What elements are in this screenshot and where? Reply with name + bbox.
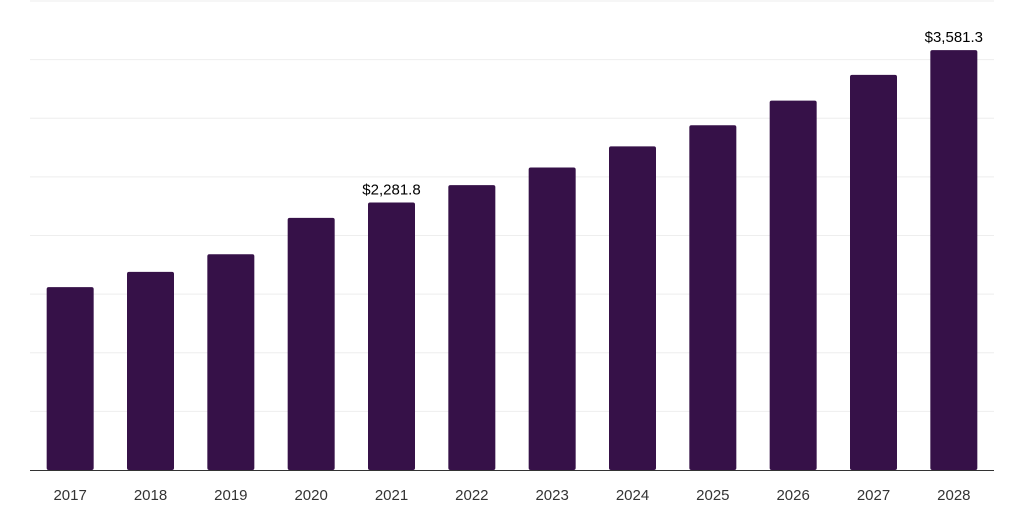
data-label-2021: $2,281.8 xyxy=(362,181,420,198)
x-tick-label: 2024 xyxy=(616,487,649,504)
bar-2018 xyxy=(127,271,174,470)
x-tick-labels: 2017 2018 2019 2020 2021 2022 2023 2024 2025 2026… xyxy=(53,487,970,504)
x-tick-label: 2023 xyxy=(535,487,568,504)
bar-2024 xyxy=(609,146,656,470)
x-tick-label: 2017 xyxy=(53,487,86,504)
gridlines xyxy=(30,0,994,412)
data-label-2028: $3,581.3 xyxy=(925,29,983,46)
data-labels: $2,281.8 $3,581.3 xyxy=(362,29,983,198)
bar-2017 xyxy=(46,287,94,470)
bar-2028 xyxy=(930,50,978,470)
bar-2020 xyxy=(287,217,335,470)
bar-2023 xyxy=(528,167,576,470)
x-tick-label: 2026 xyxy=(776,487,809,504)
x-tick-label: 2027 xyxy=(857,487,890,504)
bar-2026 xyxy=(769,100,817,470)
bar-2027 xyxy=(850,74,897,471)
x-tick-label: 2022 xyxy=(455,487,488,504)
bars xyxy=(46,50,978,471)
bar-2021 xyxy=(368,202,415,470)
x-tick-label: 2020 xyxy=(294,487,327,504)
bar-2019 xyxy=(207,254,255,470)
bar-2022 xyxy=(448,185,496,470)
x-tick-label: 2028 xyxy=(937,487,970,504)
x-tick-label: 2021 xyxy=(375,487,408,504)
x-tick-label: 2025 xyxy=(696,487,729,504)
bar-2025 xyxy=(689,125,737,470)
x-tick-label: 2019 xyxy=(214,487,247,504)
x-tick-label: 2018 xyxy=(134,487,167,504)
